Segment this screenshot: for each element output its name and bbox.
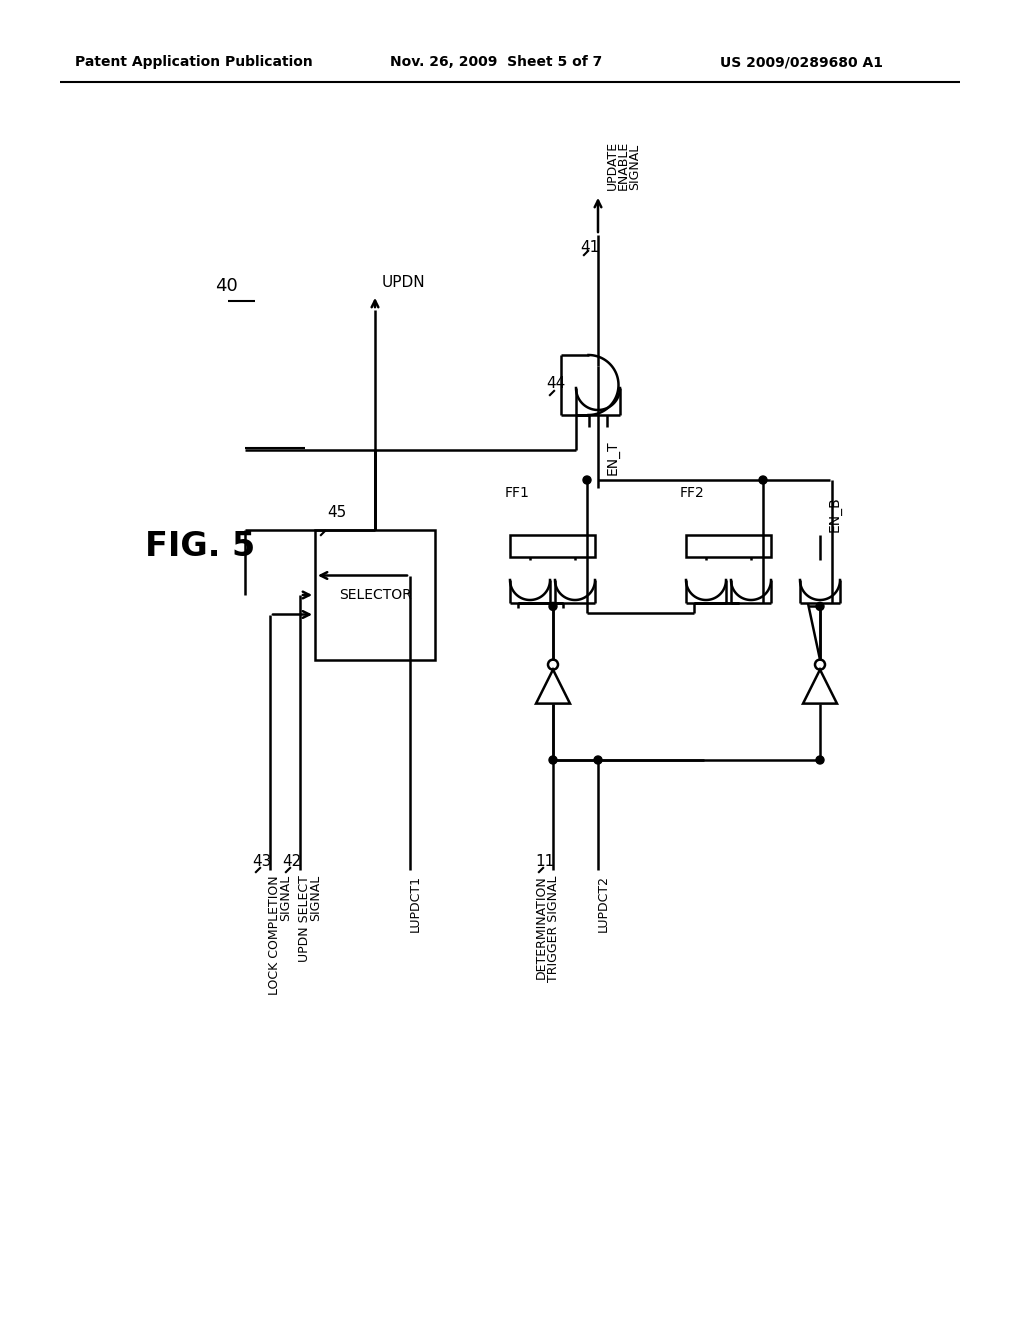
Text: LOCK COMPLETION: LOCK COMPLETION [268, 875, 282, 995]
Circle shape [816, 602, 824, 610]
Text: 42: 42 [282, 854, 301, 870]
Circle shape [759, 477, 767, 484]
Circle shape [816, 756, 824, 764]
Text: SIGNAL: SIGNAL [280, 875, 293, 921]
Text: 11: 11 [535, 854, 554, 870]
Text: 43: 43 [252, 854, 271, 870]
Bar [686, 535, 771, 557]
Text: US 2009/0289680 A1: US 2009/0289680 A1 [720, 55, 883, 69]
Text: Nov. 26, 2009  Sheet 5 of 7: Nov. 26, 2009 Sheet 5 of 7 [390, 55, 602, 69]
Text: SELECTOR: SELECTOR [339, 587, 412, 602]
Bar [510, 535, 595, 557]
Circle shape [594, 756, 602, 764]
Text: UPDATE: UPDATE [606, 141, 618, 190]
Text: 40: 40 [215, 277, 238, 294]
Text: LUPDCT2: LUPDCT2 [597, 875, 609, 932]
Text: 44: 44 [546, 375, 565, 391]
Text: EN_B: EN_B [828, 496, 842, 532]
Text: 45: 45 [327, 506, 346, 520]
Text: TRIGGER SIGNAL: TRIGGER SIGNAL [547, 875, 560, 982]
Text: UPDN SELECT: UPDN SELECT [299, 875, 311, 962]
Text: DETERMINATION: DETERMINATION [535, 875, 548, 978]
Text: Patent Application Publication: Patent Application Publication [75, 55, 312, 69]
Text: SIGNAL: SIGNAL [628, 144, 641, 190]
Text: ENABLE: ENABLE [617, 141, 630, 190]
Circle shape [549, 602, 557, 610]
Text: FF2: FF2 [680, 486, 705, 500]
Text: UPDN: UPDN [382, 275, 426, 290]
Circle shape [549, 756, 557, 764]
Text: FF1: FF1 [505, 486, 529, 500]
Text: FIG. 5: FIG. 5 [145, 531, 255, 564]
Text: SIGNAL: SIGNAL [309, 875, 323, 921]
Text: LUPDCT1: LUPDCT1 [409, 875, 422, 932]
Text: 41: 41 [580, 240, 599, 256]
Circle shape [583, 477, 591, 484]
Text: EN_T: EN_T [606, 441, 620, 475]
Bar [315, 531, 435, 660]
